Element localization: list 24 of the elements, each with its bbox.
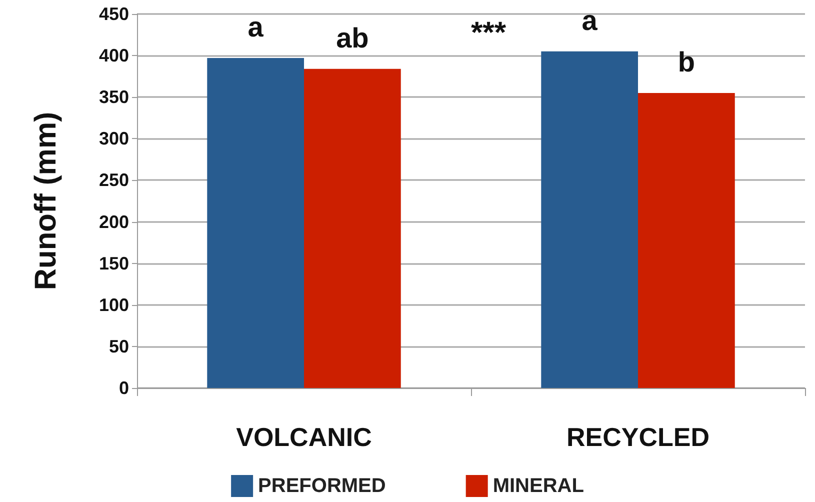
y-axis-title: Runoff (mm) (30, 112, 62, 290)
annotation: a (582, 4, 598, 36)
bar (638, 92, 735, 388)
y-tick-label: 150 (98, 253, 129, 274)
bar (304, 68, 401, 388)
y-tick-label: 400 (98, 46, 129, 66)
y-tick-label: 0 (118, 378, 129, 398)
x-tick-label: RECYCLED (566, 422, 710, 452)
y-tick-label: 50 (108, 336, 129, 356)
y-tick-label: 350 (98, 87, 129, 108)
x-tick-label: VOLCANIC (236, 422, 372, 452)
annotation: *** (471, 16, 506, 50)
annotation: ab (336, 22, 369, 54)
legend-label: MINERAL (492, 475, 584, 497)
annotation: b (678, 46, 695, 78)
legend-label: PREFORMED (258, 475, 386, 497)
annotation: a (248, 12, 264, 43)
y-tick-label: 450 (98, 4, 129, 24)
y-tick-label: 300 (98, 128, 129, 149)
y-tick-label: 250 (98, 170, 129, 190)
y-tick-label: 200 (98, 212, 129, 232)
bar (541, 51, 638, 388)
bar (207, 58, 304, 388)
y-tick-label: 100 (98, 294, 129, 315)
